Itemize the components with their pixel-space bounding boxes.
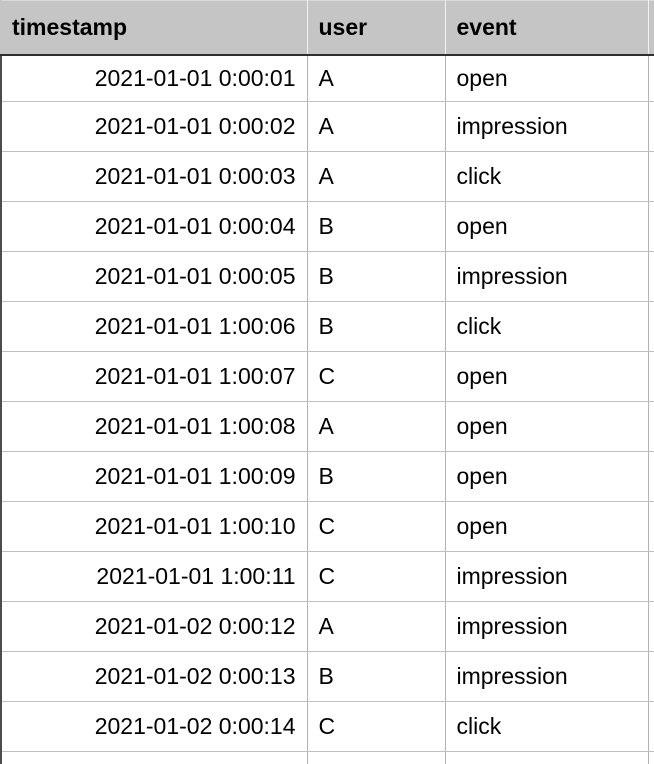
cell-event: open [445,201,649,252]
table-row: 2021-01-01 1:00:09 B open [0,451,654,502]
cell-user [307,751,446,764]
cell-timestamp: 2021-01-01 1:00:10 [0,501,308,552]
cell-user: B [307,451,446,502]
cell-timestamp: 2021-01-01 0:00:05 [0,251,308,302]
cell-extra [648,301,654,352]
table-row: 2021-01-01 0:00:05 B impression [0,251,654,302]
cell-extra [648,401,654,452]
cell-event: impression [445,101,649,152]
cell-event: click [445,301,649,352]
cell-timestamp: 2021-01-01 1:00:11 [0,551,308,602]
cell-user: B [307,201,446,252]
cell-event: impression [445,651,649,702]
cell-user: C [307,351,446,402]
table-row: 2021-01-01 0:00:02 A impression [0,101,654,152]
cell-extra [648,55,654,102]
cell-user: C [307,501,446,552]
cell-timestamp: 2021-01-01 0:00:03 [0,151,308,202]
cell-extra [648,351,654,402]
cell-extra [648,601,654,652]
table-row: 2021-01-01 1:00:11 C impression [0,551,654,602]
cell-user: B [307,301,446,352]
cell-timestamp: 2021-01-01 1:00:06 [0,301,308,352]
cell-timestamp: 2021-01-01 0:00:01 [0,55,308,102]
table-row: 2021-01-01 0:00:01 A open [0,55,654,102]
cell-timestamp: 2021-01-02 0:00:13 [0,651,308,702]
cell-extra [648,701,654,752]
cell-event: open [445,351,649,402]
table-row: 2021-01-01 1:00:07 C open [0,351,654,402]
cell-extra [648,501,654,552]
cell-event: impression [445,601,649,652]
cell-user: C [307,551,446,602]
cell-extra [648,201,654,252]
table-body: 2021-01-01 0:00:01 A open 2021-01-01 0:0… [0,55,654,764]
cell-user: B [307,651,446,702]
cell-user: A [307,601,446,652]
cell-event [445,751,649,764]
cell-extra [648,101,654,152]
cell-timestamp: 2021-01-01 1:00:07 [0,351,308,402]
cell-event: open [445,55,649,102]
cell-timestamp: 2021-01-01 0:00:04 [0,201,308,252]
column-header-timestamp: timestamp [0,0,308,56]
table-row: 2021-01-02 0:00:13 B impression [0,651,654,702]
cell-extra [648,751,654,764]
column-header-extra [648,0,654,56]
cell-extra [648,251,654,302]
cell-extra [648,651,654,702]
cell-timestamp: 2021-01-02 0:00:12 [0,601,308,652]
table-row: 2021-01-01 1:00:06 B click [0,301,654,352]
cell-user: A [307,401,446,452]
cell-user: B [307,251,446,302]
cell-user: A [307,101,446,152]
cell-user: C [307,701,446,752]
cell-extra [648,551,654,602]
table-header: timestamp user event [0,0,654,56]
table-row-partial [0,751,654,764]
cell-extra [648,451,654,502]
cell-timestamp: 2021-01-01 0:00:02 [0,101,308,152]
table-row: 2021-01-01 1:00:08 A open [0,401,654,452]
table-row: 2021-01-02 0:00:14 C click [0,701,654,752]
cell-event: click [445,151,649,202]
table-row: 2021-01-01 1:00:10 C open [0,501,654,552]
cell-timestamp: 2021-01-01 1:00:08 [0,401,308,452]
table-row: 2021-01-02 0:00:12 A impression [0,601,654,652]
cell-event: open [445,451,649,502]
cell-event: impression [445,551,649,602]
cell-user: A [307,55,446,102]
cell-extra [648,151,654,202]
cell-event: click [445,701,649,752]
cell-timestamp [0,751,308,764]
table-row: 2021-01-01 0:00:04 B open [0,201,654,252]
table-row: 2021-01-01 0:00:03 A click [0,151,654,202]
cell-timestamp: 2021-01-01 1:00:09 [0,451,308,502]
cell-event: open [445,401,649,452]
cell-user: A [307,151,446,202]
cell-timestamp: 2021-01-02 0:00:14 [0,701,308,752]
header-row: timestamp user event [0,0,654,56]
column-header-event: event [445,0,649,56]
cell-event: open [445,501,649,552]
column-header-user: user [307,0,446,56]
cell-event: impression [445,251,649,302]
